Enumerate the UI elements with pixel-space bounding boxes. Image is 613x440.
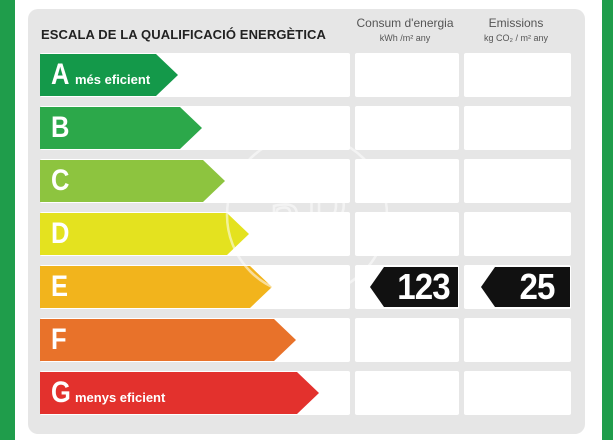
emissions-cell	[464, 371, 571, 415]
emissions-cell	[464, 159, 571, 203]
class-arrow-c: C	[40, 160, 225, 202]
emissions-column-header: Emissions kg CO₂ / m² any	[462, 16, 570, 43]
energy-class-row: C	[35, 159, 573, 203]
consumption-cell	[355, 53, 459, 97]
class-letter: B	[51, 111, 70, 144]
consumption-value: 123	[397, 266, 450, 307]
class-letter: D	[51, 217, 70, 250]
consumption-cell	[355, 318, 459, 362]
emissions-label: Emissions	[488, 16, 544, 30]
watermark-text: aP	[267, 172, 347, 260]
class-caption: més eficient	[75, 71, 151, 87]
emissions-cell	[464, 53, 571, 97]
emissions-cell	[464, 318, 571, 362]
consumption-unit: kWh /m² any	[379, 33, 431, 43]
emissions-cell	[464, 106, 571, 150]
scale-title: ESCALA DE LA QUALIFICACIÓ ENERGÈTICA	[41, 27, 327, 42]
consumption-cell	[355, 159, 459, 203]
class-arrow-e: E	[40, 266, 272, 308]
consumption-label: Consum d'energia	[356, 16, 454, 30]
class-caption: menys eficient	[75, 389, 166, 405]
energy-class-row: E 123 25	[35, 265, 573, 309]
emissions-value-tag: 25	[481, 267, 570, 307]
consumption-value-tag: 123	[370, 267, 458, 307]
consumption-cell	[355, 371, 459, 415]
right-green-border	[602, 0, 613, 440]
class-letter: C	[51, 164, 70, 197]
consumption-column-header: Consum d'energia kWh /m² any	[352, 16, 458, 43]
class-arrow-f: F	[40, 319, 296, 361]
emissions-value: 25	[519, 266, 555, 307]
left-green-border	[0, 0, 15, 440]
energy-class-row: D	[35, 212, 573, 256]
class-arrow-b: B	[40, 107, 202, 149]
energy-class-row: F	[35, 318, 573, 362]
class-letter: E	[51, 270, 69, 303]
consumption-cell	[355, 106, 459, 150]
watermark-logo: aP	[225, 133, 389, 297]
class-letter: A	[51, 58, 70, 91]
class-letter: F	[51, 323, 67, 356]
class-arrow-d: D	[40, 213, 249, 255]
emissions-cell	[464, 212, 571, 256]
energy-class-row: B	[35, 106, 573, 150]
class-letter: G	[51, 376, 71, 409]
emissions-unit: kg CO₂ / m² any	[483, 33, 548, 43]
consumption-cell	[355, 212, 459, 256]
